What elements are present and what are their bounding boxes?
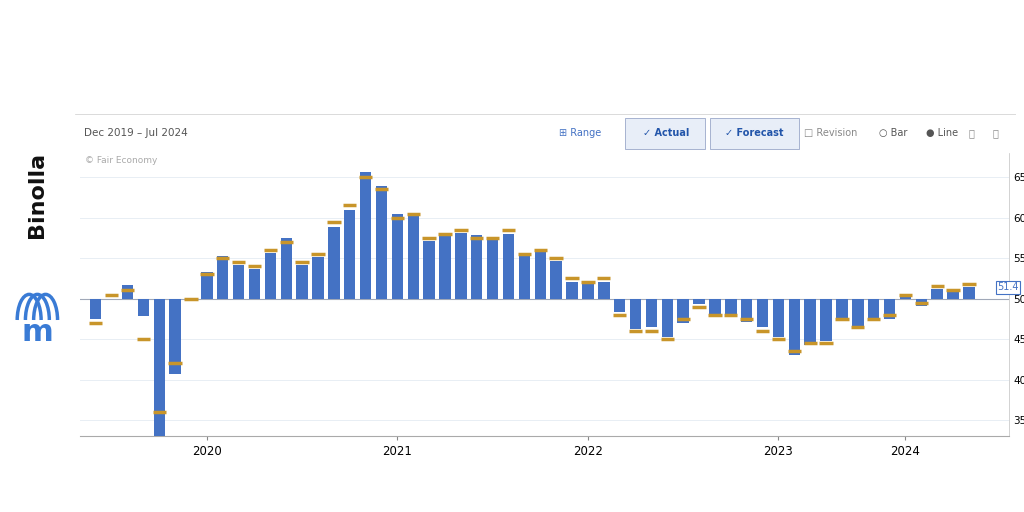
Bar: [376, 186, 387, 298]
Text: ✓ Forecast: ✓ Forecast: [725, 128, 783, 138]
FancyBboxPatch shape: [626, 118, 706, 149]
Bar: [281, 238, 292, 298]
Bar: [232, 265, 245, 298]
Bar: [900, 296, 911, 298]
Bar: [678, 298, 689, 323]
Bar: [169, 298, 181, 374]
Text: Dec 2019 – Jul 2024: Dec 2019 – Jul 2024: [84, 128, 188, 138]
Bar: [693, 298, 705, 304]
Bar: [964, 287, 975, 298]
Text: □ Revision: □ Revision: [804, 128, 857, 138]
Bar: [456, 233, 467, 298]
Bar: [328, 226, 340, 298]
Bar: [837, 298, 848, 321]
Bar: [201, 272, 213, 298]
Bar: [566, 282, 578, 298]
Bar: [264, 253, 276, 298]
Bar: [662, 298, 673, 336]
Bar: [788, 298, 800, 355]
FancyBboxPatch shape: [710, 118, 800, 149]
Bar: [519, 257, 530, 298]
Bar: [408, 215, 419, 298]
Text: 🔍: 🔍: [969, 128, 975, 138]
Bar: [359, 172, 372, 298]
Bar: [217, 257, 228, 298]
Bar: [503, 234, 514, 298]
Bar: [614, 298, 626, 311]
Bar: [90, 298, 101, 319]
Bar: [344, 210, 355, 298]
Bar: [932, 289, 943, 298]
Bar: [249, 269, 260, 298]
Bar: [551, 261, 562, 298]
Bar: [820, 298, 831, 340]
Bar: [535, 251, 546, 298]
Bar: [392, 215, 403, 298]
Text: ● Line: ● Line: [927, 128, 958, 138]
Text: Binolla: Binolla: [28, 152, 47, 238]
Bar: [471, 234, 482, 298]
Bar: [646, 298, 657, 327]
Bar: [725, 298, 736, 316]
Bar: [154, 298, 165, 437]
Bar: [852, 298, 863, 329]
Bar: [947, 291, 958, 298]
Bar: [741, 298, 753, 322]
Bar: [915, 298, 927, 306]
Bar: [773, 298, 784, 336]
Bar: [439, 236, 451, 298]
Text: ○ Bar: ○ Bar: [880, 128, 907, 138]
Bar: [424, 241, 435, 298]
Bar: [137, 298, 150, 316]
Bar: [805, 298, 816, 345]
Text: ✓ Actual: ✓ Actual: [642, 128, 689, 138]
Bar: [296, 265, 308, 298]
Text: 51.4: 51.4: [997, 282, 1019, 292]
Text: m: m: [22, 318, 53, 347]
Bar: [583, 282, 594, 298]
Bar: [122, 285, 133, 298]
Bar: [487, 240, 499, 298]
Bar: [868, 298, 880, 321]
Text: 🔍: 🔍: [992, 128, 998, 138]
Bar: [884, 298, 895, 319]
Bar: [312, 258, 324, 298]
Text: ⊞ Range: ⊞ Range: [559, 128, 602, 138]
Bar: [710, 298, 721, 315]
Bar: [598, 282, 609, 298]
Bar: [757, 298, 768, 327]
Bar: [630, 298, 641, 329]
Text: © Fair Economy: © Fair Economy: [85, 156, 157, 165]
